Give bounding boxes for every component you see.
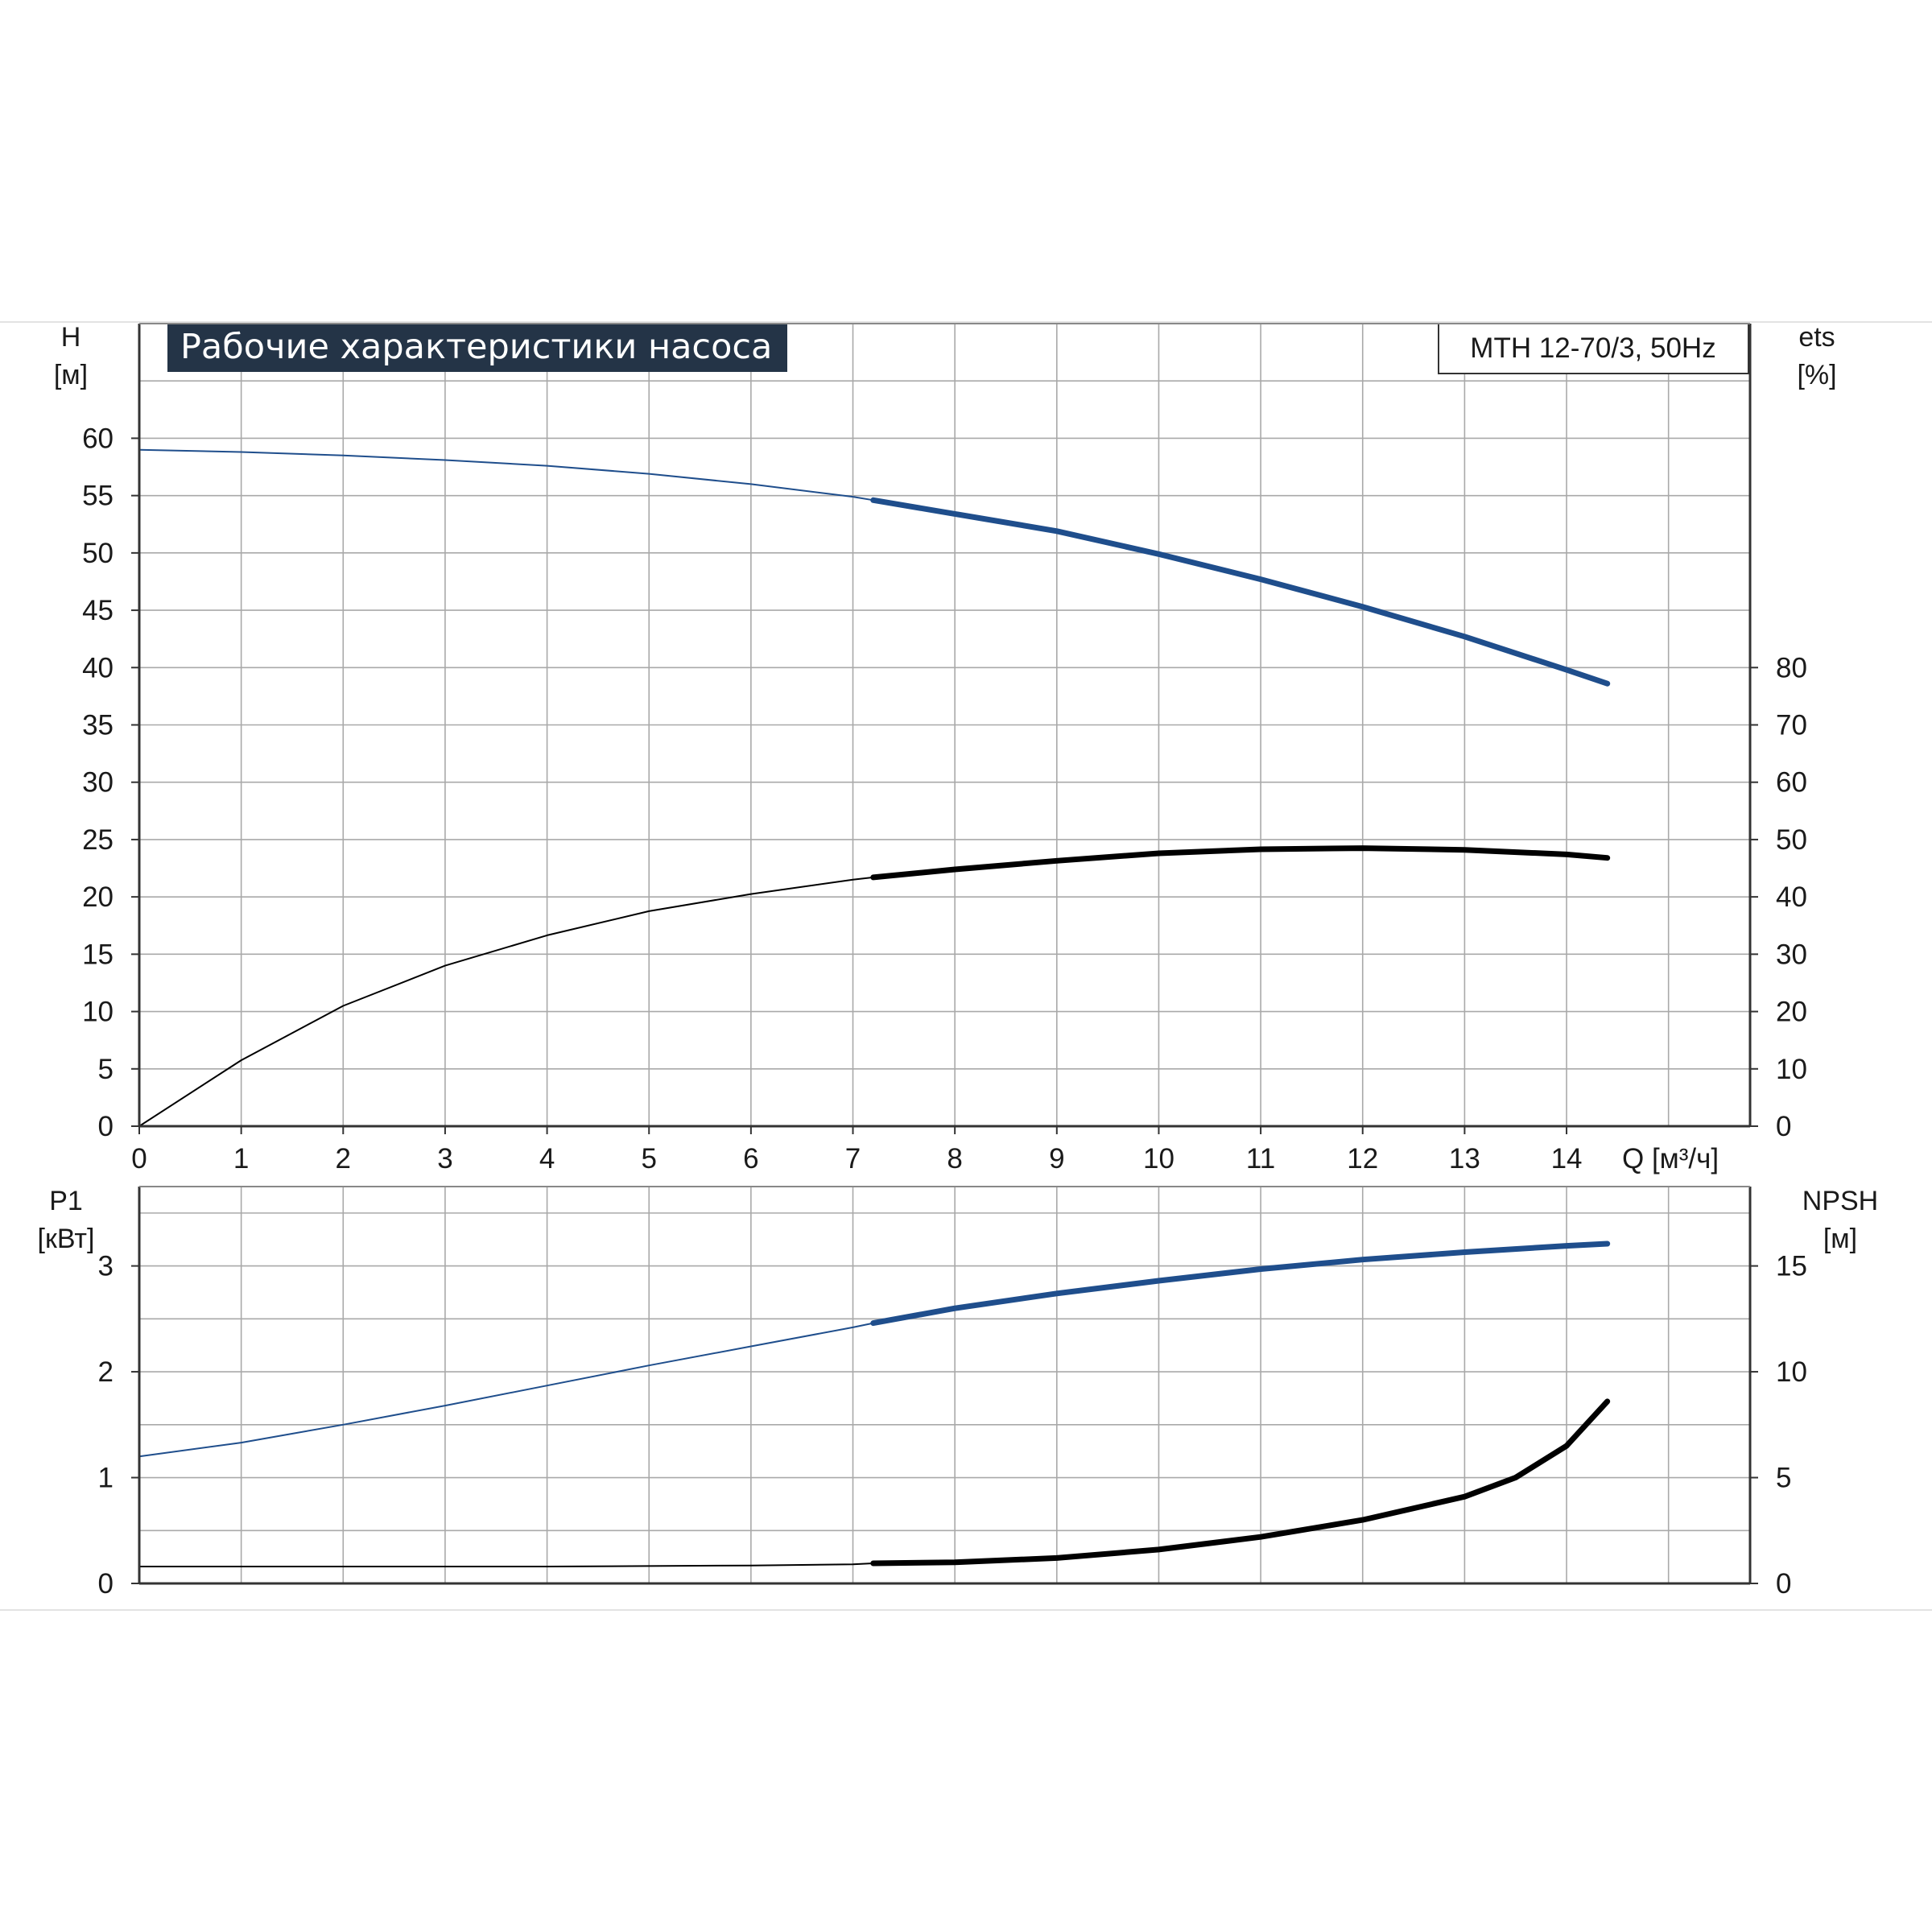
right-tick-label: 10 — [1776, 1054, 1807, 1085]
left-tick-label: 50 — [82, 538, 114, 569]
right-axis-unit-npsh: [м] — [1823, 1224, 1857, 1254]
x-tick-label: 0 — [131, 1143, 147, 1174]
left-axis-unit-h: [м] — [54, 360, 88, 390]
model-label-box — [1438, 323, 1749, 374]
curves — [138, 448, 1611, 1567]
right-tick-label: 5 — [1776, 1463, 1791, 1494]
left-tick-label: 3 — [98, 1251, 114, 1282]
series-1-0-curve-thin — [138, 1322, 874, 1458]
left-tick-label: 0 — [98, 1111, 114, 1142]
right-tick-label: 30 — [1776, 939, 1807, 970]
x-tick-label: 5 — [641, 1143, 656, 1174]
series-1-1-curve-operating — [870, 1398, 1611, 1567]
x-tick-label: 12 — [1347, 1143, 1378, 1174]
series-1-0-curve-operating — [870, 1241, 1611, 1327]
left-tick-label: 5 — [98, 1054, 114, 1085]
right-tick-label: 20 — [1776, 997, 1807, 1028]
plot-frames — [138, 323, 1752, 1585]
series-0-1-curve-operating — [870, 845, 1611, 881]
left-tick-label: 55 — [82, 481, 114, 512]
x-tick-label: 2 — [336, 1143, 351, 1174]
tick-labels: 0510152025303540455055600102030405060708… — [82, 423, 1807, 1600]
left-tick-label: 20 — [82, 881, 114, 913]
right-tick-label: 60 — [1776, 767, 1807, 799]
series-1-1-curve-thin — [139, 1563, 873, 1567]
model-label: MTH 12-70/3, 50Hz — [1470, 332, 1715, 364]
right-tick-label: 70 — [1776, 710, 1807, 741]
right-axis-name-npsh: NPSH — [1802, 1186, 1878, 1216]
x-tick-label: 1 — [233, 1143, 249, 1174]
right-tick-label: 10 — [1776, 1356, 1807, 1388]
left-tick-label: 25 — [82, 824, 114, 856]
right-tick-label: 15 — [1776, 1251, 1807, 1282]
right-axis-name-ets: ets — [1798, 322, 1835, 353]
left-tick-label: 45 — [82, 595, 114, 626]
series-0-0-curve-operating — [870, 497, 1611, 687]
right-tick-label: 50 — [1776, 824, 1807, 856]
right-tick-label: 0 — [1776, 1568, 1791, 1600]
left-tick-label: 0 — [98, 1568, 114, 1600]
left-tick-label: 30 — [82, 767, 114, 799]
left-tick-label: 60 — [82, 423, 114, 454]
left-tick-label: 1 — [98, 1463, 114, 1494]
x-tick-label: 10 — [1143, 1143, 1174, 1174]
left-axis-unit-p1: [кВт] — [38, 1224, 95, 1254]
x-tick-label: 9 — [1049, 1143, 1064, 1174]
x-tick-label: 13 — [1449, 1143, 1480, 1174]
left-tick-label: 40 — [82, 652, 114, 683]
x-tick-label: 6 — [743, 1143, 758, 1174]
x-tick-label: 3 — [437, 1143, 452, 1174]
x-tick-label: 7 — [845, 1143, 861, 1174]
x-tick-label: 4 — [539, 1143, 555, 1174]
chart-title: Рабочие характеристики насоса — [180, 327, 772, 367]
series-0-1-curve-thin — [138, 876, 873, 1127]
left-axis-name-p1: P1 — [49, 1186, 83, 1216]
left-tick-label: 15 — [82, 939, 114, 970]
left-axis-name-h: H — [61, 322, 81, 353]
left-tick-label: 35 — [82, 710, 114, 741]
right-axis-unit-ets: [%] — [1797, 360, 1836, 390]
left-tick-label: 2 — [98, 1356, 114, 1388]
x-tick-label: 8 — [947, 1143, 962, 1174]
x-axis-label: Q [м³/ч] — [1622, 1143, 1719, 1174]
x-tick-label: 14 — [1551, 1143, 1583, 1174]
right-tick-label: 80 — [1776, 652, 1807, 683]
top-chart-grid — [138, 323, 1750, 1127]
left-tick-label: 10 — [82, 997, 114, 1028]
right-tick-label: 40 — [1776, 881, 1807, 913]
title-banner — [167, 324, 787, 372]
series-0-0-curve-thin — [138, 448, 873, 502]
x-tick-label: 11 — [1246, 1143, 1275, 1174]
right-tick-label: 0 — [1776, 1111, 1791, 1142]
